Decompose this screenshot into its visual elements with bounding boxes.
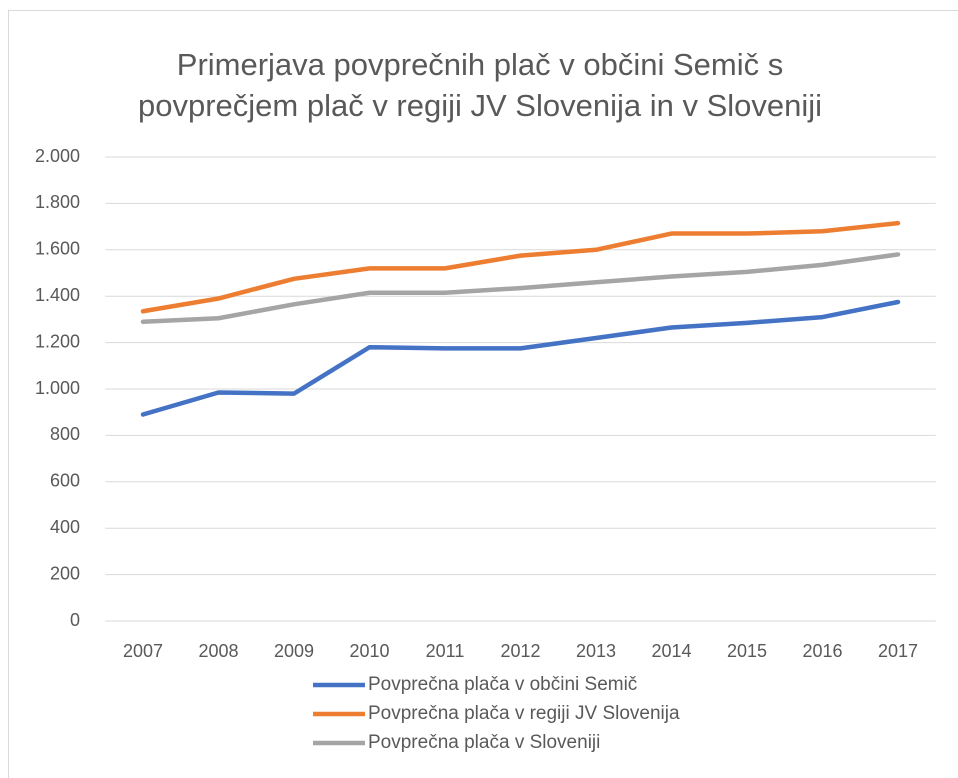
y-tick-label: 1.200 (35, 331, 80, 351)
y-tick-label: 1.800 (35, 192, 80, 212)
series-line (140, 299, 901, 417)
x-tick-label: 2016 (802, 641, 842, 661)
x-tick-label: 2012 (500, 641, 540, 661)
x-tick-label: 2015 (727, 641, 767, 661)
x-tick-label: 2013 (576, 641, 616, 661)
y-tick-label: 400 (50, 517, 80, 537)
y-tick-label: 1.400 (35, 285, 80, 305)
x-tick-label: 2009 (274, 641, 314, 661)
x-tick-label: 2014 (651, 641, 691, 661)
legend-label: Povprečna plača v regiji JV Slovenija (368, 703, 680, 724)
y-tick-label: 1.000 (35, 378, 80, 398)
y-tick-label: 800 (50, 424, 80, 444)
y-tick-label: 1.600 (35, 239, 80, 259)
chart-title: Primerjava povprečnih plač v občini Semi… (137, 47, 823, 123)
x-tick-label: 2007 (123, 641, 163, 661)
legend-label: Povprečna plača v Sloveniji (368, 732, 600, 753)
series-line (140, 252, 901, 324)
y-tick-label: 0 (70, 610, 80, 630)
y-tick-label: 2.000 (35, 146, 80, 166)
x-tick-label: 2010 (349, 641, 389, 661)
x-tick-label: 2008 (198, 641, 238, 661)
series-line (140, 220, 901, 314)
x-tick-label: 2011 (426, 641, 465, 661)
chart-border (8, 10, 958, 778)
y-tick-label: 200 (50, 563, 80, 583)
y-tick-label: 600 (50, 471, 80, 491)
x-tick-label: 2017 (878, 641, 918, 661)
legend-label: Povprečna plača v občini Semič (368, 674, 637, 695)
